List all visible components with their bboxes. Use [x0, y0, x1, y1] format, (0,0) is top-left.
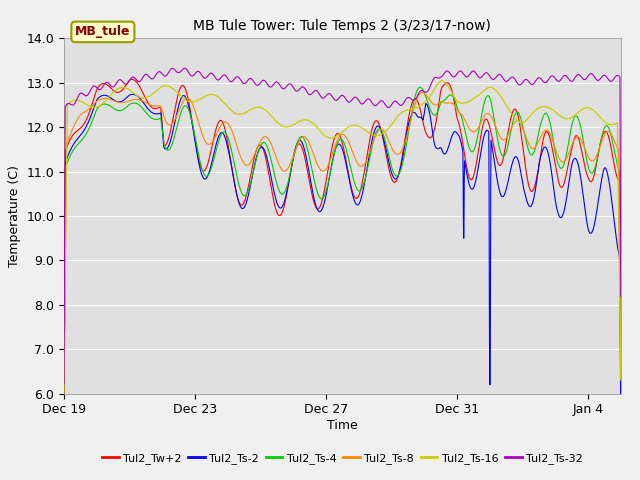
Y-axis label: Temperature (C): Temperature (C) — [8, 165, 21, 267]
Legend: Tul2_Tw+2, Tul2_Ts-2, Tul2_Ts-4, Tul2_Ts-8, Tul2_Ts-16, Tul2_Ts-32: Tul2_Tw+2, Tul2_Ts-2, Tul2_Ts-4, Tul2_Ts… — [97, 449, 588, 468]
X-axis label: Time: Time — [327, 419, 358, 432]
Title: MB Tule Tower: Tule Temps 2 (3/23/17-now): MB Tule Tower: Tule Temps 2 (3/23/17-now… — [193, 19, 492, 33]
Text: MB_tule: MB_tule — [75, 25, 131, 38]
